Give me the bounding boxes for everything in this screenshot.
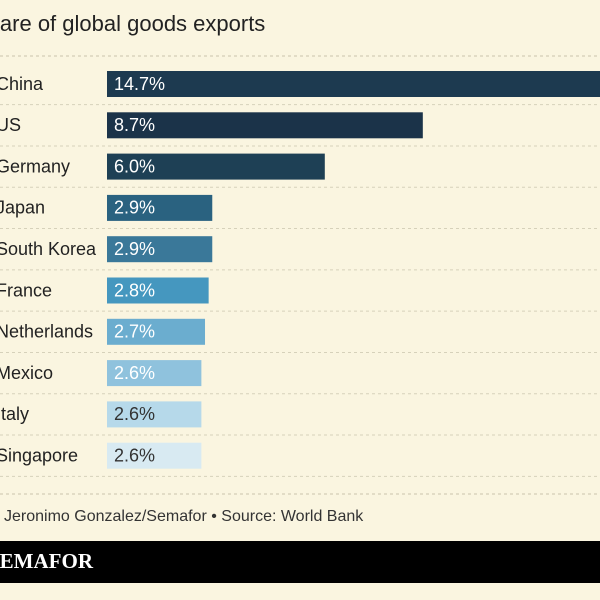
footer-bar bbox=[0, 541, 600, 583]
value-label: 8.7% bbox=[114, 115, 155, 135]
value-label: 2.6% bbox=[114, 445, 155, 465]
bar bbox=[107, 153, 325, 180]
category-label: Italy bbox=[0, 404, 29, 424]
bar bbox=[107, 442, 202, 469]
category-label: Mexico bbox=[0, 363, 53, 383]
value-label: 2.6% bbox=[114, 363, 155, 383]
chart-title: Share of global goods exports bbox=[0, 11, 265, 36]
category-label: Japan bbox=[0, 198, 45, 218]
category-label: Netherlands bbox=[0, 322, 93, 342]
bar bbox=[107, 236, 213, 263]
source-note: Chart: Jeronimo Gonzalez/Semafor • Sourc… bbox=[0, 508, 364, 525]
bar bbox=[107, 112, 423, 139]
value-label: 2.8% bbox=[114, 280, 155, 300]
value-label: 6.0% bbox=[114, 156, 155, 176]
category-label: South Korea bbox=[0, 239, 97, 259]
bar bbox=[107, 194, 213, 221]
value-label: 2.9% bbox=[114, 239, 155, 259]
bar bbox=[107, 71, 600, 97]
category-label: France bbox=[0, 280, 52, 300]
category-label: Germany bbox=[0, 156, 70, 176]
value-label: 2.6% bbox=[114, 404, 155, 424]
bar bbox=[107, 318, 206, 345]
bar bbox=[107, 277, 209, 304]
value-label: 2.9% bbox=[114, 198, 155, 218]
category-label: China bbox=[0, 74, 44, 94]
brand: SEMAFOR bbox=[0, 549, 94, 573]
category-label: US bbox=[0, 115, 21, 135]
category-label: Singapore bbox=[0, 445, 78, 465]
value-label: 14.7% bbox=[114, 74, 165, 94]
value-label: 2.7% bbox=[114, 322, 155, 342]
bar bbox=[107, 360, 202, 387]
bar bbox=[107, 401, 202, 428]
